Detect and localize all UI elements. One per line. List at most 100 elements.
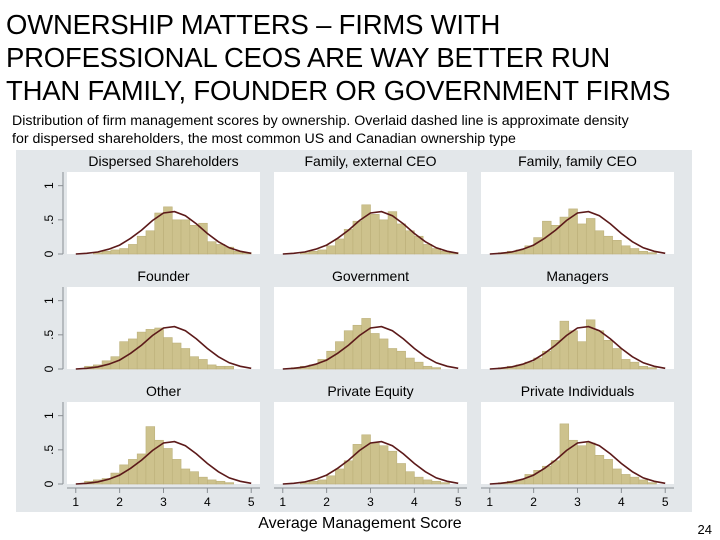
histogram-bar [308, 250, 319, 255]
chart-description-line-1: Distribution of firm management scores b… [12, 113, 629, 129]
histogram-bar [163, 206, 173, 255]
histogram-bar [594, 230, 605, 255]
panel-header-private-equity [274, 380, 467, 402]
histogram-bar [577, 223, 587, 255]
histogram-bar [647, 482, 657, 485]
histogram-bar [198, 222, 208, 255]
histogram-bar [422, 479, 433, 485]
histogram-bar [612, 348, 622, 370]
panel-title-family-family-ceo: Family, family CEO [518, 153, 637, 169]
y-tick-label: 1 [42, 297, 56, 304]
panel-title-government: Government [332, 268, 409, 284]
x-tick-label: 1 [279, 495, 286, 509]
y-tick-label: 1 [42, 412, 56, 419]
panel-header-founder [67, 265, 260, 287]
histogram-bar [343, 330, 354, 370]
histogram-bar [189, 356, 199, 370]
panel-title-founder: Founder [137, 268, 189, 284]
histogram-bar [189, 225, 199, 255]
panel-header-private-individuals [481, 380, 674, 402]
x-tick-label: 4 [411, 495, 418, 509]
x-tick-label: 2 [116, 495, 123, 509]
histogram-bar [224, 365, 234, 370]
panel-title-private-individuals: Private Individuals [521, 383, 635, 399]
panel-header-dispersed-shareholders [67, 150, 260, 172]
histogram-bar [136, 235, 147, 255]
histogram-bar [136, 331, 147, 370]
histogram-bar [335, 238, 345, 255]
histogram-bar [154, 212, 164, 255]
histogram-bar [352, 324, 363, 370]
histogram-bar [414, 361, 424, 370]
histogram-bar [171, 219, 182, 255]
histogram-bar [405, 230, 415, 255]
histogram-bar [603, 340, 613, 370]
x-tick-label: 1 [72, 495, 79, 509]
histogram-bar [370, 214, 380, 255]
y-tick-label: 0 [42, 365, 56, 372]
histogram-bar [612, 240, 622, 255]
x-tick-label: 4 [618, 495, 625, 509]
histogram-bar [110, 249, 120, 255]
histogram-bar [198, 359, 208, 370]
panel-header-family-external-ceo [274, 150, 467, 172]
histogram-bar [171, 459, 182, 485]
histogram-bar [119, 248, 129, 255]
x-tick-label: 5 [248, 495, 255, 509]
x-tick-label: 3 [160, 495, 167, 509]
histogram-bar [180, 219, 191, 255]
histogram-bar [370, 442, 380, 485]
histogram-bar [629, 476, 640, 485]
x-tick-label: 2 [323, 495, 330, 509]
density-line [489, 325, 666, 370]
density-line [75, 210, 252, 255]
histogram-bar [180, 468, 191, 485]
density-line [489, 440, 666, 485]
histogram-bar [163, 448, 173, 485]
histogram-bar [215, 480, 226, 485]
histogram-bar [629, 361, 640, 370]
histogram-bar [422, 244, 433, 255]
y-tick-label: 0 [42, 250, 56, 257]
histogram-bar [422, 365, 433, 370]
histogram-bar [621, 474, 631, 485]
x-axis-label: Average Management Score [258, 515, 462, 532]
density-line [282, 440, 459, 485]
histogram-bar [370, 333, 380, 370]
histogram-bar [559, 320, 570, 370]
histogram-bar [387, 348, 398, 370]
slide-title-line-1: OWNERSHIP MATTERS – FIRMS WITH [6, 9, 501, 40]
histogram-bar [387, 450, 398, 485]
histogram-bar [396, 463, 406, 485]
histogram-bar [343, 460, 354, 485]
histogram-bar [603, 235, 613, 255]
histogram-bar [198, 476, 208, 485]
histogram-bar [585, 442, 596, 485]
y-tick-label: .5 [42, 215, 56, 225]
histogram-bar [207, 364, 217, 370]
histogram-bar [647, 367, 657, 370]
y-tick-label: 1 [42, 182, 56, 189]
density-line [489, 210, 666, 255]
histogram-bar [361, 204, 371, 255]
histogram-bar [189, 471, 199, 485]
histogram-bar [207, 241, 217, 255]
histogram-bar [638, 365, 648, 370]
histogram-bar [603, 459, 613, 485]
page-number: 24 [697, 522, 712, 537]
histogram-bar [621, 359, 631, 370]
histogram-bar [396, 350, 406, 370]
histogram-bar [308, 480, 319, 485]
histogram-bar [396, 223, 406, 255]
histogram-bar [378, 445, 389, 485]
panel-header-government [274, 265, 467, 287]
histogram-bar [224, 482, 234, 485]
x-tick-label: 5 [662, 495, 669, 509]
histogram-bar [378, 338, 389, 370]
histogram-bar [361, 318, 371, 370]
histogram-bar [568, 330, 578, 370]
chart-description: Distribution of firm management scores b… [12, 112, 716, 148]
histogram-bar [405, 357, 415, 370]
histogram-bar [326, 475, 336, 485]
histogram-bar [550, 460, 561, 485]
